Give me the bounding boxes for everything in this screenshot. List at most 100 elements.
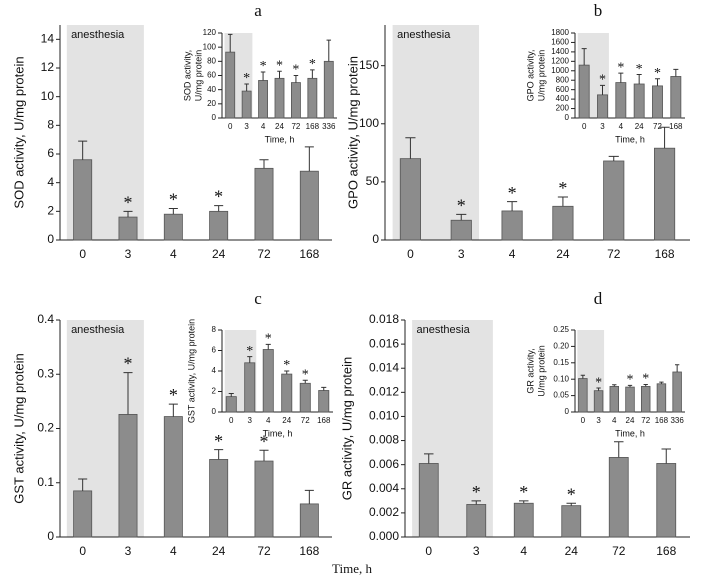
bar xyxy=(299,382,311,413)
x-tick-label: 3 xyxy=(596,416,601,425)
bar xyxy=(578,64,590,119)
y-axis-label: SOD activity, xyxy=(182,50,192,101)
error-bar xyxy=(293,75,299,83)
x-tick-label: 4 xyxy=(520,544,527,558)
significance-mark: * xyxy=(292,63,299,78)
bar xyxy=(652,85,663,119)
error-bar xyxy=(247,356,253,363)
error-bar xyxy=(661,448,671,464)
y-axis-label: GPO activity, U/mg protein xyxy=(345,56,360,209)
bar xyxy=(399,158,421,241)
common-x-label: Time, h xyxy=(332,561,372,576)
bar xyxy=(254,460,274,538)
error-bar xyxy=(244,83,249,92)
x-tick-label: 4 xyxy=(261,122,266,131)
y-tick-label: 4 xyxy=(212,366,217,375)
y-tick-label: 0 xyxy=(47,529,54,543)
x-tick-label: 4 xyxy=(266,416,271,425)
x-tick-label: 168 xyxy=(317,416,331,425)
y-tick-label: 0.4 xyxy=(37,312,54,326)
error-bar xyxy=(405,137,416,159)
x-axis-label: Time, h xyxy=(615,134,645,144)
error-bar xyxy=(310,69,315,79)
bar xyxy=(241,90,252,119)
y-tick-label: 0.2 xyxy=(37,421,54,435)
bar xyxy=(672,371,682,413)
y-tick-label: 600 xyxy=(556,85,570,94)
y-tick-label: 6 xyxy=(47,146,54,160)
error-bar xyxy=(643,383,648,387)
error-bar xyxy=(259,449,269,462)
error-bar xyxy=(168,207,178,215)
bar xyxy=(291,82,301,119)
error-bar xyxy=(321,386,327,391)
error-bar xyxy=(599,84,606,95)
error-bar xyxy=(78,478,88,491)
x-tick-label: 0 xyxy=(79,247,86,261)
x-tick-label: 4 xyxy=(170,247,177,261)
bar xyxy=(578,378,588,413)
y-axis-label: GPO activity, xyxy=(525,50,535,102)
significance-mark: * xyxy=(260,431,269,451)
significance-mark: * xyxy=(595,375,602,390)
y-tick-label: 0.3 xyxy=(37,366,54,380)
x-tick-label: 4 xyxy=(612,416,617,425)
significance-mark: * xyxy=(519,482,528,502)
y-tick-label: 1200 xyxy=(551,56,569,65)
x-tick-label: 0 xyxy=(79,544,86,558)
error-bar xyxy=(471,500,481,505)
x-tick-label: 4 xyxy=(170,544,177,558)
significance-mark: * xyxy=(309,57,316,72)
y-tick-label: 100 xyxy=(203,42,217,51)
error-bar xyxy=(608,155,619,161)
x-tick-label: 72 xyxy=(641,416,650,425)
bar xyxy=(225,396,237,413)
x-tick-label: 3 xyxy=(125,247,132,261)
bar xyxy=(466,504,487,538)
x-tick-label: 3 xyxy=(244,122,249,131)
x-tick-label: 168 xyxy=(669,122,683,131)
bar xyxy=(450,219,472,241)
y-axis-label: GR activity, U/mg protein xyxy=(339,357,354,501)
error-bar xyxy=(557,196,568,207)
error-bar xyxy=(304,489,314,504)
y-axis-label: U/mg protein xyxy=(193,50,203,102)
error-bar xyxy=(614,441,624,458)
error-bar xyxy=(566,502,576,506)
error-bar xyxy=(627,384,633,388)
y-axis-label: U/mg protein xyxy=(536,345,546,397)
bar xyxy=(501,210,523,241)
error-bar xyxy=(123,210,133,218)
x-tick-label: 3 xyxy=(600,122,605,131)
bar xyxy=(254,167,274,241)
x-axis-label: Time, h xyxy=(265,134,295,144)
y-tick-label: 0.014 xyxy=(369,360,399,374)
significance-mark: * xyxy=(558,178,567,198)
shade-label: anesthesia xyxy=(417,324,471,336)
bar xyxy=(654,147,676,241)
significance-mark: * xyxy=(654,66,661,81)
y-tick-label: 60 xyxy=(207,71,216,80)
bar xyxy=(318,390,330,413)
x-tick-label: 0 xyxy=(425,544,432,558)
bar xyxy=(163,416,183,538)
x-tick-label: 24 xyxy=(565,544,579,558)
error-bar xyxy=(265,343,271,350)
x-tick-label: 24 xyxy=(282,416,291,425)
x-tick-label: 168 xyxy=(299,247,319,261)
error-bar xyxy=(227,33,233,53)
y-tick-label: 0.05 xyxy=(553,391,569,400)
x-tick-label: 0 xyxy=(407,247,414,261)
error-bar xyxy=(304,146,314,172)
significance-mark: * xyxy=(243,71,250,86)
bar xyxy=(209,459,229,538)
panel-label: a xyxy=(254,1,262,20)
x-axis-label: Time, h xyxy=(263,428,293,438)
panel-label: b xyxy=(594,1,603,20)
significance-mark: * xyxy=(260,59,267,74)
x-tick-label: 72 xyxy=(607,247,621,261)
significance-mark: * xyxy=(508,183,517,203)
x-tick-label: 336 xyxy=(670,416,684,425)
x-tick-label: 168 xyxy=(299,544,319,558)
significance-mark: * xyxy=(567,484,576,504)
